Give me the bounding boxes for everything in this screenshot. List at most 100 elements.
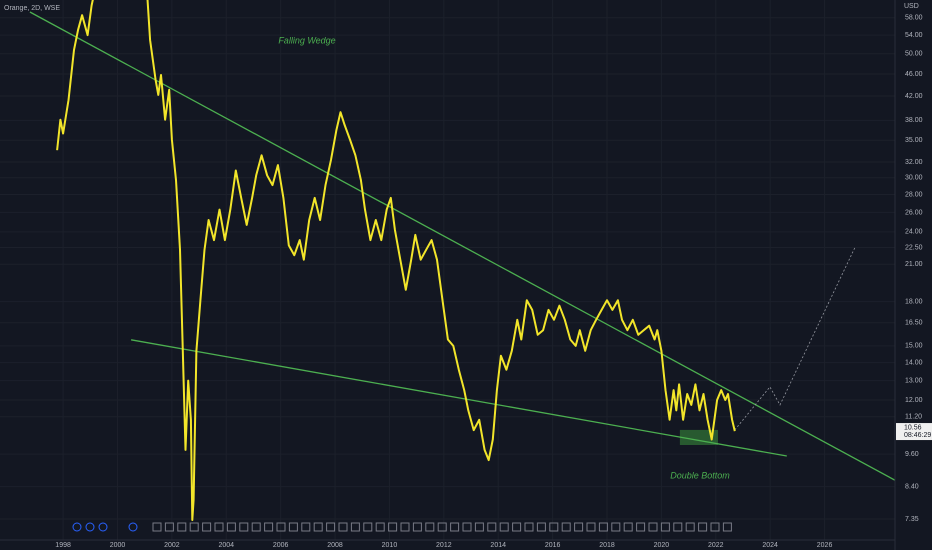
y-tick-label: 50.00	[905, 51, 923, 58]
y-unit: USD	[904, 3, 919, 10]
y-tick-label: 11.20	[905, 414, 922, 421]
event-icon	[512, 522, 522, 532]
y-tick-label: 28.00	[905, 191, 923, 198]
y-tick-label: 13.00	[905, 377, 923, 384]
event-icon	[561, 522, 571, 532]
x-tick-label: 2004	[218, 542, 234, 549]
x-tick-label: 2008	[327, 542, 343, 549]
event-icon	[338, 522, 348, 532]
event-icon	[549, 522, 559, 532]
y-tick-label: 12.00	[905, 397, 923, 404]
event-icon	[474, 522, 484, 532]
y-tick-label: 9.60	[905, 451, 919, 458]
trendline	[29, 11, 895, 481]
event-icon	[239, 522, 249, 532]
event-icon	[412, 522, 422, 532]
event-icon	[536, 522, 546, 532]
x-tick-label: 2024	[762, 542, 778, 549]
event-icon	[722, 522, 732, 532]
price-time: 08:46:29	[904, 432, 931, 439]
event-icon	[72, 522, 82, 532]
trendline	[130, 339, 787, 457]
y-tick-label: 14.00	[905, 359, 923, 366]
y-tick-label: 35.00	[905, 137, 923, 144]
event-icon	[164, 522, 174, 532]
annotation: Falling Wedge	[278, 35, 335, 45]
price-label: 10.56	[904, 424, 922, 431]
event-icon	[264, 522, 274, 532]
x-tick-label: 1998	[55, 542, 71, 549]
x-tick-label: 2022	[708, 542, 724, 549]
event-icon	[276, 522, 286, 532]
event-icon	[85, 522, 95, 532]
x-tick-label: 2010	[382, 542, 398, 549]
x-tick-label: 2002	[164, 542, 180, 549]
event-icon	[214, 522, 224, 532]
event-icon	[375, 522, 385, 532]
event-icon	[152, 522, 162, 532]
y-tick-label: 24.00	[905, 229, 923, 236]
event-icon	[313, 522, 323, 532]
event-icon	[363, 522, 373, 532]
y-tick-label: 8.40	[905, 483, 919, 490]
event-icon	[499, 522, 509, 532]
event-icon	[177, 522, 187, 532]
event-icon	[710, 522, 720, 532]
event-icon	[388, 522, 398, 532]
y-tick-label: 21.00	[905, 261, 923, 268]
event-icon	[288, 522, 298, 532]
event-icon	[202, 522, 212, 532]
x-tick-label: 2000	[110, 542, 126, 549]
event-icon	[437, 522, 447, 532]
event-icon	[251, 522, 261, 532]
y-tick-label: 54.00	[905, 32, 923, 39]
y-tick-label: 26.00	[905, 209, 923, 216]
event-icon	[623, 522, 633, 532]
event-icon	[400, 522, 410, 532]
event-icon	[660, 522, 670, 532]
plot-area	[29, 0, 895, 521]
event-icon	[487, 522, 497, 532]
event-icon	[301, 522, 311, 532]
event-icon	[574, 522, 584, 532]
y-tick-label: 7.35	[905, 516, 919, 523]
event-icon	[636, 522, 646, 532]
event-icon	[611, 522, 621, 532]
x-tick-label: 2020	[654, 542, 670, 549]
chart-title: Orange, 2D, WSE	[4, 5, 60, 12]
y-tick-label: 38.00	[905, 117, 923, 124]
event-icon	[598, 522, 608, 532]
price-label-box	[896, 423, 932, 441]
y-tick-label: 46.00	[905, 71, 923, 78]
price-line	[56, 0, 736, 521]
event-icon	[98, 522, 108, 532]
y-tick-label: 58.00	[905, 15, 923, 22]
y-tick-label: 32.00	[905, 159, 923, 166]
double-bottom-zone	[679, 429, 718, 446]
event-icon	[226, 522, 236, 532]
event-icon	[462, 522, 472, 532]
x-tick-label: 2012	[436, 542, 452, 549]
event-icon	[326, 522, 336, 532]
event-icon	[189, 522, 199, 532]
event-icon	[450, 522, 460, 532]
y-tick-label: 30.00	[905, 175, 923, 182]
y-tick-label: 15.00	[905, 343, 923, 350]
y-tick-label: 18.00	[905, 298, 923, 305]
annotation: Double Bottom	[670, 470, 730, 480]
x-tick-label: 2016	[545, 542, 561, 549]
event-icon	[350, 522, 360, 532]
event-icon	[586, 522, 596, 532]
event-icon	[648, 522, 658, 532]
x-tick-label: 2026	[817, 542, 833, 549]
event-icon	[128, 522, 138, 532]
event-icon	[685, 522, 695, 532]
x-tick-label: 2006	[273, 542, 289, 549]
y-tick-label: 42.00	[905, 93, 923, 100]
event-icon	[673, 522, 683, 532]
event-icon	[524, 522, 534, 532]
y-tick-label: 22.50	[905, 244, 923, 251]
